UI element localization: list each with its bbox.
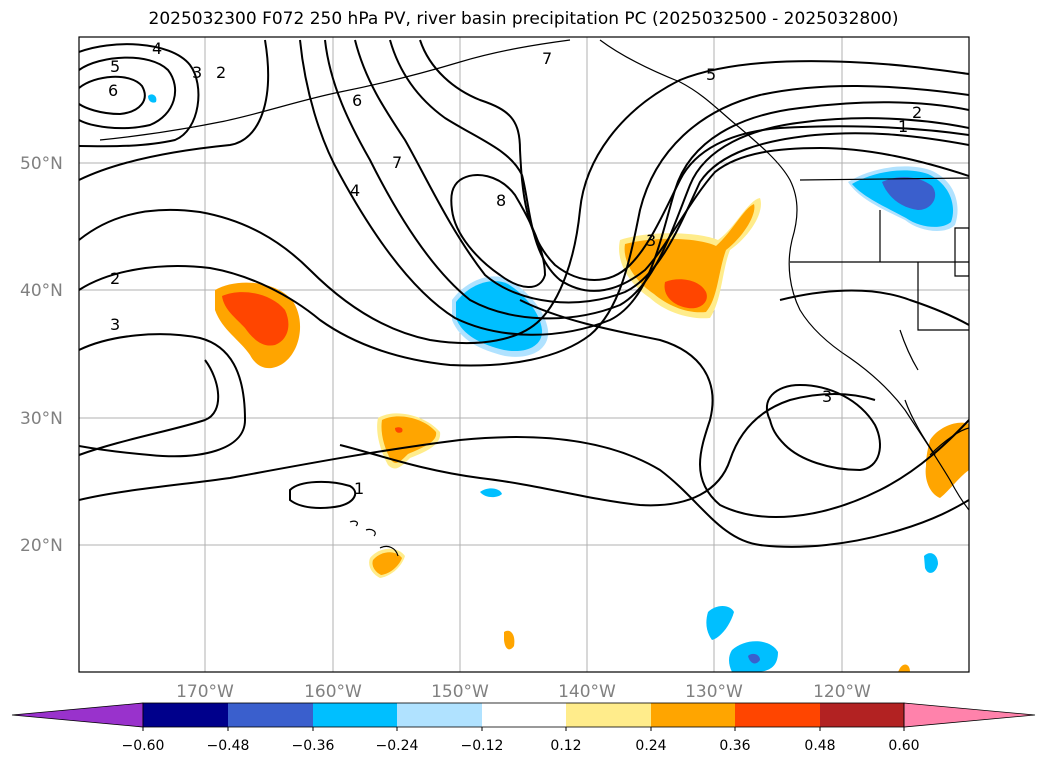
precip-shading (148, 94, 969, 672)
colorbar-segment (313, 703, 397, 727)
lat-label: 40°N (20, 281, 63, 301)
map-title: 2025032300 F072 250 hPa PV, river basin … (148, 9, 899, 29)
contour-label: 2 (216, 63, 226, 82)
colorbar-tick-label: −0.48 (207, 738, 250, 754)
colorbar-segment (482, 703, 566, 727)
contour-label: 4 (152, 39, 162, 58)
colorbar-tick-label: −0.36 (292, 738, 335, 754)
colorbar-segment (651, 703, 735, 727)
lon-label: 130°W (685, 682, 743, 702)
contour-label: 2 (110, 269, 120, 288)
lon-label: 150°W (431, 682, 489, 702)
colorbar-extend-left (11, 702, 144, 728)
colorbar-tick-label: 0.24 (635, 738, 666, 754)
longitude-labels: 170°W 160°W 150°W 140°W 130°W 120°W (176, 682, 871, 702)
contour-label: 7 (392, 153, 402, 172)
contour-label: 3 (822, 387, 832, 406)
lon-label: 120°W (813, 682, 871, 702)
contour-labels: 5 6 4 3 2 6 7 4 8 7 5 2 1 3 1 3 2 3 (108, 39, 922, 498)
colorbar-segment (143, 703, 228, 727)
map-plot-area (79, 37, 969, 672)
colorbar-tick-label: −0.24 (376, 738, 419, 754)
lat-label: 30°N (20, 409, 63, 429)
contour-label: 1 (354, 479, 364, 498)
lon-label: 160°W (304, 682, 362, 702)
contour-label: 5 (110, 57, 120, 76)
lat-label: 50°N (20, 154, 63, 174)
colorbar-tick-label: 0.12 (550, 738, 581, 754)
contour-label: 8 (496, 191, 506, 210)
colorbar-segment (228, 703, 313, 727)
lon-label: 140°W (558, 682, 616, 702)
contour-label: 3 (646, 231, 656, 250)
colorbar-segment (820, 703, 904, 727)
colorbar-segment (735, 703, 820, 727)
contour-label: 4 (350, 181, 360, 200)
contour-label: 3 (110, 315, 120, 334)
contour-label: 2 (912, 103, 922, 122)
lat-label: 20°N (20, 536, 63, 556)
colorbar-tick-label: −0.12 (461, 738, 504, 754)
map-frame (78, 36, 970, 673)
coastlines (99, 39, 969, 557)
lon-label: 170°W (176, 682, 234, 702)
contour-label: 6 (352, 91, 362, 110)
contour-label: 1 (898, 117, 908, 136)
colorbar-segment (397, 703, 482, 727)
colorbar-segment (566, 703, 651, 727)
contour-label: 7 (542, 49, 552, 68)
colorbar-tick-label: −0.60 (122, 738, 165, 754)
latitude-labels: 50°N 40°N 30°N 20°N (20, 154, 63, 556)
contour-label: 5 (706, 65, 716, 84)
colorbar: −0.60 −0.48 −0.36 −0.24 −0.12 0.12 0.24 … (11, 702, 1036, 754)
colorbar-tick-label: 0.36 (719, 738, 750, 754)
colorbar-tick-label: 0.48 (804, 738, 835, 754)
colorbar-tick-label: 0.60 (888, 738, 919, 754)
contour-label: 6 (108, 81, 118, 100)
contour-label: 3 (192, 63, 202, 82)
pv-contours (79, 39, 969, 548)
colorbar-extend-right (903, 702, 1036, 728)
